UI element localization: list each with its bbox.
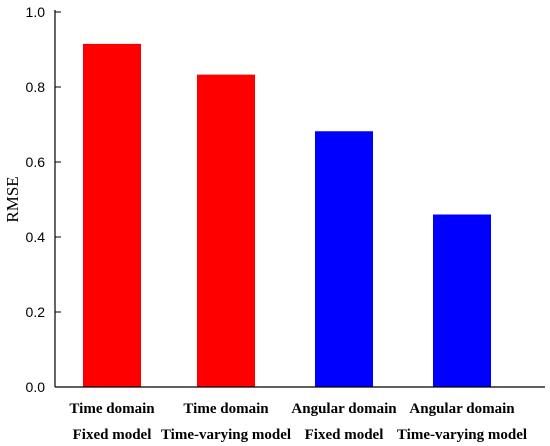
category-label-1-line-2: Fixed model — [73, 427, 152, 443]
category-label-3-line-2: Fixed model — [305, 427, 384, 443]
category-label-4-line-1: Angular domain — [409, 401, 515, 417]
bar-2 — [197, 74, 255, 387]
bar-1 — [83, 43, 141, 387]
y-tick-label-1: 0.2 — [26, 304, 46, 320]
y-axis-title: RMSE — [3, 176, 22, 222]
plot-area: 0.0 0.2 0.4 0.6 0.8 1.0 Time domain Fixed model… — [26, 4, 545, 443]
category-label-2-line-1: Time domain — [183, 401, 269, 417]
bar-3 — [315, 131, 373, 387]
category-label-3-line-1: Angular domain — [291, 401, 397, 417]
y-tick-label-4: 0.8 — [26, 79, 46, 95]
y-tick-label-2: 0.4 — [26, 229, 46, 245]
category-label-1-line-1: Time domain — [69, 401, 155, 417]
y-tick-label-3: 0.6 — [26, 154, 46, 170]
y-tick-label-5: 1.0 — [26, 4, 46, 20]
category-label-2-line-2: Time-varying model — [161, 427, 291, 443]
category-label-4-line-2: Time-varying model — [397, 427, 527, 443]
bar-4 — [433, 214, 491, 387]
y-tick-label-0: 0.0 — [26, 379, 46, 395]
